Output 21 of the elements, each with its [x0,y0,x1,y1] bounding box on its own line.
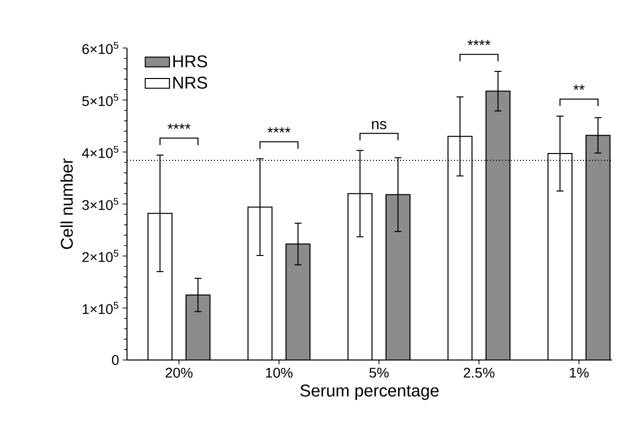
legend-label: HRS [173,55,208,68]
x-tick-label: 20% [166,368,193,378]
y-tick-label: 0 [112,355,119,365]
annotation: ** [573,84,585,90]
x-tick-label: 5% [369,368,389,378]
y-tick-label: 6×10$^{5}$ [82,42,118,54]
annotation: ns [372,121,386,130]
legend-label: NRS [173,76,208,89]
y-tick-label: 1×10$^{5}$ [82,302,118,314]
annotation: **** [268,127,290,133]
text: **** [468,40,490,46]
x-tick-label: 2.5% [464,368,494,378]
y-tick-label: 5×10$^{5}$ [82,94,118,106]
y-axis-title: Cell number [60,158,73,249]
y-tick-label: 2×10$^{5}$ [82,250,118,262]
x-axis-title: Serum percentage [300,384,439,400]
x-tick-label: 1% [570,368,589,378]
y-tick-label: 3×10$^{5}$ [82,198,118,210]
y-tick-label: 4×10$^{5}$ [82,146,118,158]
annotation: **** [168,124,190,129]
x-tick-label: 10% [266,368,293,378]
